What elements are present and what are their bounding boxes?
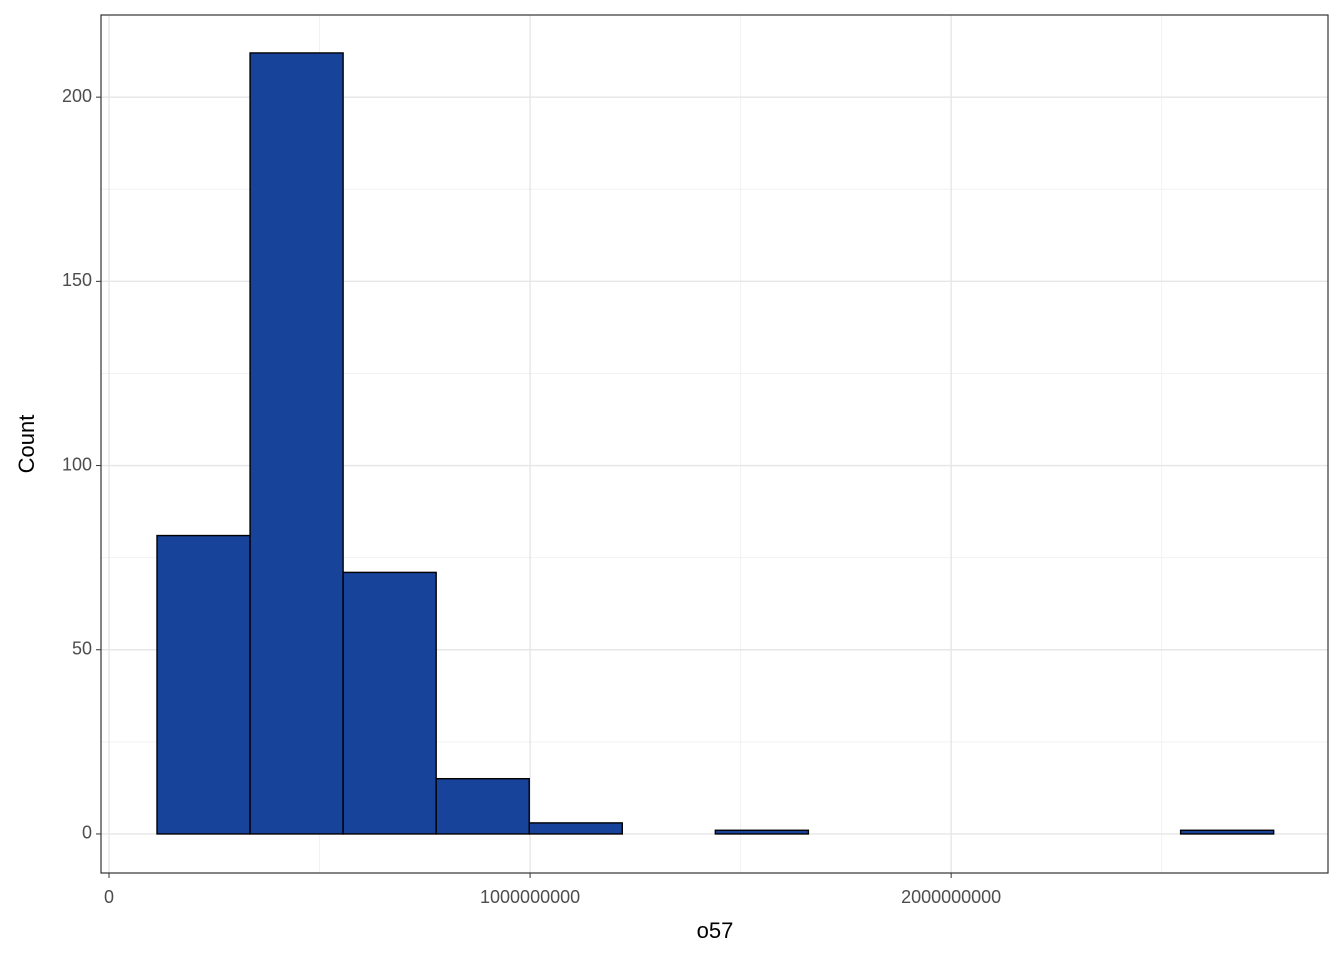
bar: [156, 534, 251, 835]
panel-border: [100, 14, 1329, 874]
y-tick-label: 0: [82, 823, 92, 843]
y-tick-label: 100: [62, 454, 92, 474]
y-tick-label: 150: [62, 270, 92, 290]
y-axis-title: Count: [14, 415, 39, 474]
x-tick-label: 2000000000: [901, 887, 1001, 907]
bar: [249, 52, 344, 835]
bar: [342, 571, 437, 835]
x-tick-label: 1000000000: [480, 887, 580, 907]
bar: [435, 777, 530, 835]
y-tick-label: 50: [72, 639, 92, 659]
bar: [528, 822, 623, 835]
bar: [1179, 829, 1275, 835]
bar: [714, 829, 810, 835]
x-tick-label: 0: [104, 887, 114, 907]
y-tick-label: 200: [62, 86, 92, 106]
x-axis-title: o57: [697, 918, 734, 943]
